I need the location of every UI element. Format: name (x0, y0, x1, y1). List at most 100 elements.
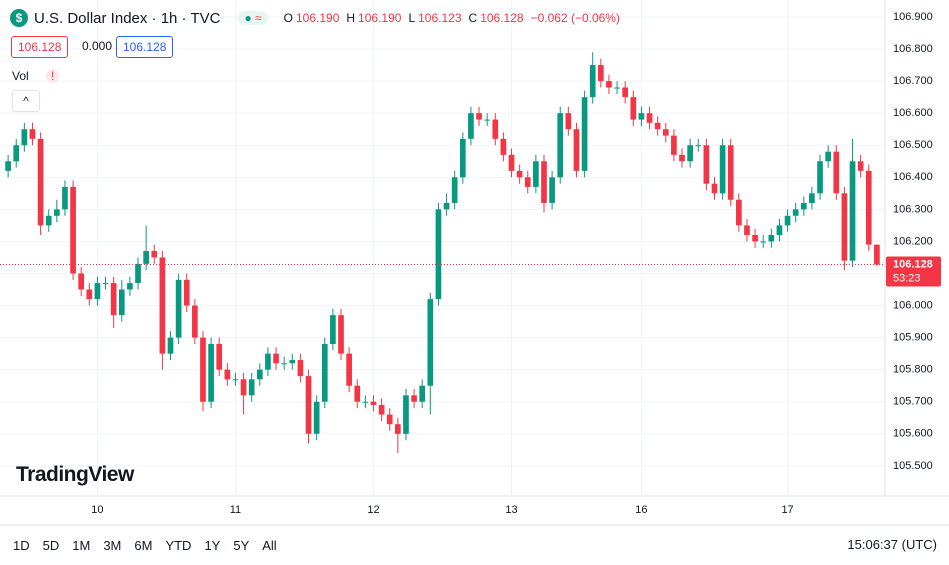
watermark: TradingView (16, 463, 134, 486)
y-tick-label: 105.500 (893, 460, 933, 472)
y-tick-label: 106.700 (893, 75, 933, 87)
candle-body (792, 209, 799, 216)
y-tick-label: 105.800 (893, 364, 933, 376)
candle-body (622, 87, 629, 98)
candle-body (208, 344, 214, 402)
candle-body (695, 145, 702, 147)
candle-body (297, 360, 304, 377)
candle-body (192, 305, 198, 338)
range-button[interactable]: 3M (103, 537, 122, 553)
candle-body (752, 235, 758, 242)
candle-body (200, 337, 206, 402)
candle-body (370, 401, 377, 405)
candle-body (679, 154, 685, 162)
candle-body (29, 129, 36, 139)
symbol-logo: $ (10, 9, 28, 27)
ohlc: O 106.190 H 106.190 L 106.123 C 106.128 −0.062 (… (284, 11, 620, 25)
range-button[interactable]: All (262, 537, 277, 553)
candle-body (175, 279, 182, 338)
candle-body (86, 289, 93, 300)
y-tick-label: 106.600 (893, 107, 933, 119)
candle-body (581, 97, 588, 171)
spread: 0.000 (82, 39, 113, 53)
candle-body (427, 299, 434, 386)
countdown-label: 53:23 (893, 272, 921, 284)
candle-body (768, 235, 775, 242)
ohlc-value: 106.190 (295, 11, 340, 25)
candle-body (354, 385, 361, 402)
candle-body (492, 119, 499, 139)
ohlc-change: −0.062 (−0.06%) (530, 11, 620, 25)
candle-body (711, 183, 718, 194)
ohlc-value: 106.123 (418, 11, 462, 25)
candle-body (321, 344, 328, 402)
collapse-button[interactable]: ^ (12, 90, 40, 112)
bid: 106.128 (11, 36, 69, 58)
ohlc-key: H (346, 11, 356, 25)
range-button[interactable]: YTD (165, 537, 192, 553)
candle-body (62, 186, 68, 210)
candle-body (362, 401, 369, 403)
candle-body (224, 369, 231, 380)
candle-body (589, 65, 596, 98)
candle-body (386, 414, 393, 425)
candle-body (516, 170, 523, 178)
y-tick-label: 106.300 (893, 203, 933, 215)
candle-body (127, 283, 133, 290)
range-button[interactable]: 5D (42, 537, 60, 553)
candle-body (183, 279, 190, 306)
candle-body (874, 244, 880, 265)
x-tick-label: 17 (781, 504, 793, 516)
y-tick-label: 106.400 (893, 171, 933, 183)
candle-body (508, 154, 515, 171)
candle-body (614, 87, 620, 89)
candle-body (760, 241, 767, 243)
range-button[interactable]: 1Y (204, 537, 221, 553)
candle-body (110, 283, 117, 316)
candle-body (395, 424, 401, 434)
candle-body (265, 353, 271, 370)
candle-body (841, 193, 848, 261)
candle-body (102, 283, 109, 285)
y-tick-label: 105.600 (893, 428, 933, 440)
symbol-title: U.S. Dollar Index · 1h · TVC (34, 9, 221, 27)
candle-body (606, 81, 612, 88)
candle-body (809, 193, 815, 203)
candle-body (70, 186, 76, 274)
candle-body (330, 315, 336, 345)
range-button[interactable]: 1D (13, 537, 30, 553)
candle-body (524, 177, 531, 187)
candle-body (476, 113, 482, 120)
y-tick-label: 106.200 (893, 235, 933, 247)
range-button[interactable]: 6M (134, 537, 153, 553)
candle-body (435, 209, 442, 300)
y-tick-label: 106.500 (893, 139, 933, 151)
grid (0, 0, 885, 496)
candle-body (5, 161, 11, 171)
candle-body (451, 177, 458, 203)
range-button[interactable]: 1M (72, 537, 91, 553)
x-tick-label: 13 (505, 504, 517, 516)
candle-body (541, 161, 547, 203)
candle-body (671, 135, 677, 155)
volume-label: Vol ! (12, 69, 60, 83)
candle-body (776, 225, 783, 236)
candle-body (216, 344, 223, 370)
candle-body (305, 376, 312, 434)
last-price-box (886, 256, 941, 287)
candle-body (256, 369, 263, 380)
candle-body (784, 215, 791, 226)
candle-body (459, 138, 466, 178)
toolbar: 1D 5D 1M 3M 6M YTD 1Y 5Y All (0, 525, 949, 565)
legend: $ U.S. Dollar Index · 1h · TVC ● ≈ O 106.… (10, 9, 620, 27)
candle-body (313, 401, 320, 434)
candle-body (865, 170, 872, 245)
candle-body (281, 363, 288, 365)
candle-body (825, 151, 832, 162)
range-button[interactable]: 5Y (233, 537, 250, 553)
ohlc-value: 106.128 (480, 11, 524, 25)
candle-body (53, 209, 60, 216)
candle-body (289, 360, 296, 364)
candle-body (37, 138, 44, 226)
